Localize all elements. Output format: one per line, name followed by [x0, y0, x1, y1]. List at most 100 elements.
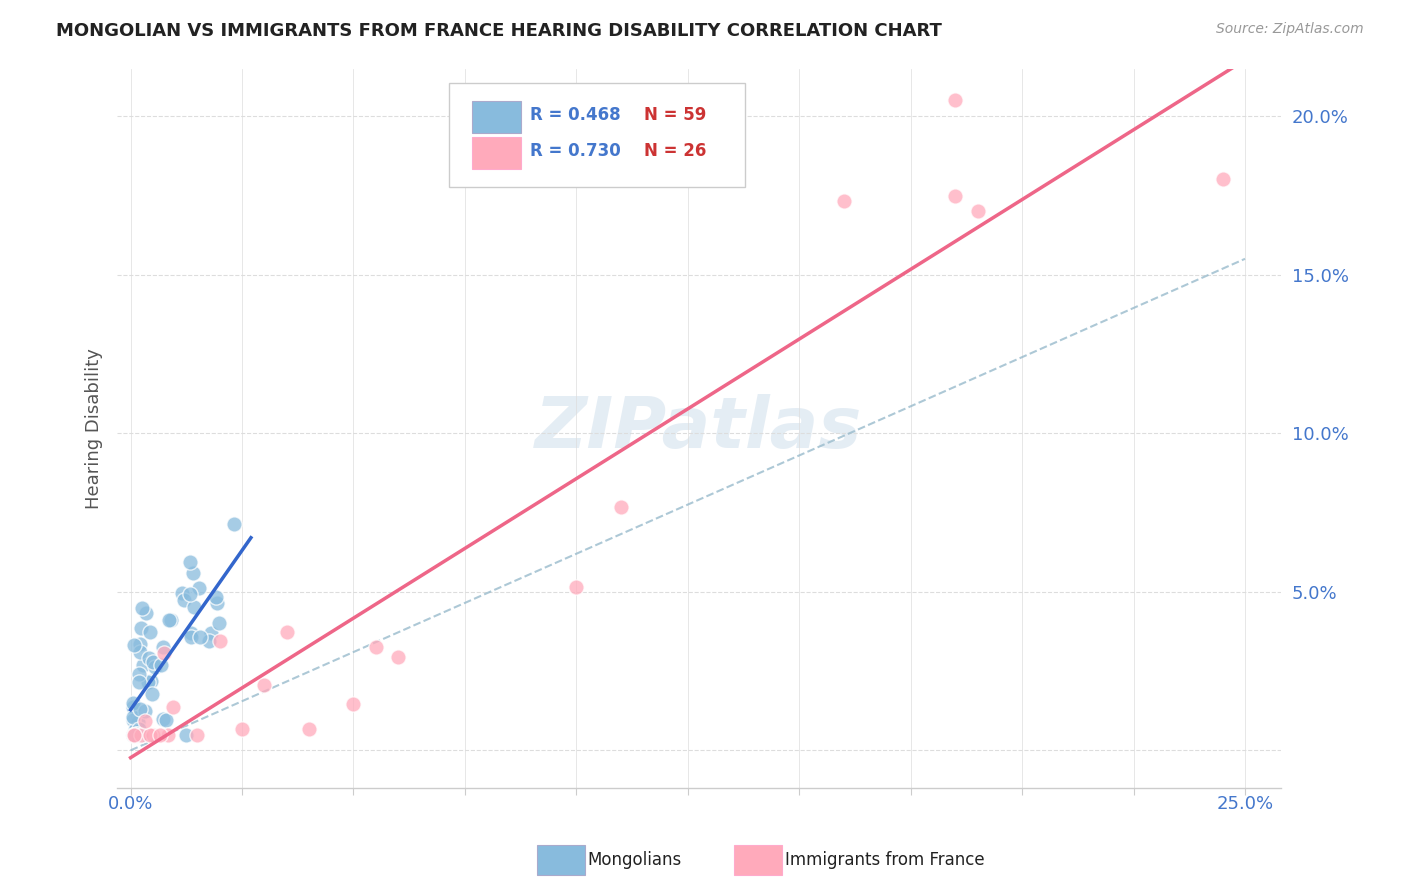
- Point: [128, 702, 150, 716]
- Point: [342, 697, 364, 711]
- Point: [610, 500, 633, 515]
- Point: [139, 673, 162, 688]
- Point: [124, 727, 146, 741]
- Point: [253, 678, 276, 692]
- Text: N = 59: N = 59: [644, 106, 707, 124]
- Point: [134, 714, 156, 728]
- Point: [162, 700, 184, 714]
- Point: [181, 566, 204, 581]
- Point: [298, 722, 321, 736]
- Point: [142, 727, 165, 741]
- Point: [205, 590, 228, 604]
- Point: [149, 727, 172, 741]
- Text: ZIPatlas: ZIPatlas: [536, 394, 863, 463]
- Point: [129, 727, 152, 741]
- Point: [124, 727, 146, 741]
- Point: [139, 625, 162, 640]
- Point: [134, 704, 156, 718]
- Point: [127, 714, 149, 729]
- Point: [135, 606, 157, 620]
- Point: [152, 712, 174, 726]
- Point: [136, 675, 159, 690]
- Point: [173, 592, 195, 607]
- Point: [121, 710, 143, 724]
- Text: R = 0.730: R = 0.730: [530, 143, 621, 161]
- Point: [121, 696, 143, 710]
- Point: [139, 727, 162, 741]
- Point: [121, 727, 143, 741]
- Point: [183, 600, 205, 615]
- Y-axis label: Hearing Disability: Hearing Disability: [86, 348, 103, 509]
- FancyBboxPatch shape: [472, 101, 522, 133]
- Text: N = 26: N = 26: [644, 143, 707, 161]
- Point: [143, 660, 166, 674]
- Point: [208, 634, 231, 648]
- Point: [124, 723, 146, 738]
- Point: [966, 204, 988, 219]
- Point: [122, 727, 145, 741]
- Point: [122, 727, 145, 741]
- Point: [152, 640, 174, 654]
- Point: [832, 194, 855, 208]
- Point: [128, 723, 150, 737]
- Point: [222, 517, 245, 532]
- Point: [129, 727, 152, 741]
- Point: [565, 580, 588, 594]
- Point: [387, 650, 409, 665]
- Point: [179, 625, 201, 640]
- Point: [153, 646, 176, 660]
- Text: Immigrants from France: Immigrants from France: [785, 851, 984, 869]
- Point: [188, 581, 211, 595]
- Point: [121, 700, 143, 714]
- Point: [186, 727, 208, 741]
- Point: [157, 613, 180, 627]
- Point: [128, 727, 150, 741]
- Point: [125, 727, 148, 741]
- Point: [364, 640, 387, 654]
- Text: R = 0.468: R = 0.468: [530, 106, 621, 124]
- Text: Source: ZipAtlas.com: Source: ZipAtlas.com: [1216, 22, 1364, 37]
- Point: [200, 625, 222, 640]
- Text: Mongolians: Mongolians: [588, 851, 682, 869]
- Point: [125, 727, 148, 741]
- FancyBboxPatch shape: [449, 83, 745, 187]
- Point: [124, 727, 146, 741]
- Point: [198, 634, 221, 648]
- Point: [179, 556, 201, 570]
- Point: [124, 727, 146, 741]
- Point: [231, 722, 253, 736]
- Point: [943, 189, 966, 203]
- Point: [129, 645, 152, 659]
- Point: [138, 651, 160, 665]
- Point: [174, 727, 197, 741]
- Point: [156, 727, 179, 741]
- Point: [943, 93, 966, 107]
- Point: [132, 658, 155, 673]
- Point: [188, 631, 211, 645]
- Point: [128, 667, 150, 681]
- Point: [180, 631, 202, 645]
- Point: [122, 727, 145, 741]
- Point: [1212, 172, 1234, 186]
- Point: [208, 616, 231, 631]
- Point: [159, 613, 181, 627]
- Point: [141, 686, 163, 700]
- Point: [170, 586, 193, 600]
- Point: [179, 587, 201, 601]
- Point: [128, 675, 150, 690]
- Point: [276, 625, 298, 640]
- Point: [142, 655, 165, 669]
- Point: [205, 595, 228, 609]
- Point: [131, 601, 153, 615]
- Text: MONGOLIAN VS IMMIGRANTS FROM FRANCE HEARING DISABILITY CORRELATION CHART: MONGOLIAN VS IMMIGRANTS FROM FRANCE HEAR…: [56, 22, 942, 40]
- Point: [128, 637, 150, 651]
- FancyBboxPatch shape: [472, 136, 522, 169]
- Text: 0.0%: 0.0%: [108, 795, 153, 813]
- Point: [125, 727, 148, 741]
- Text: 25.0%: 25.0%: [1216, 795, 1274, 813]
- Point: [122, 638, 145, 652]
- Point: [150, 657, 173, 672]
- Point: [129, 621, 152, 635]
- Point: [155, 713, 177, 727]
- Point: [121, 713, 143, 727]
